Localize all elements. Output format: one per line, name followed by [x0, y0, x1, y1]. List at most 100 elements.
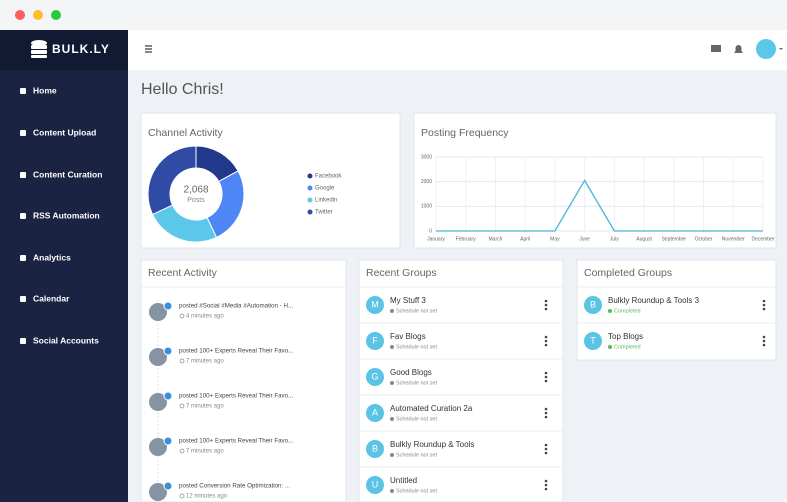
kebab-dot[interactable]: [544, 443, 548, 447]
kebab-dot[interactable]: [544, 303, 548, 307]
x-tick-label: April: [520, 236, 530, 242]
menu-icon[interactable]: [20, 213, 26, 219]
menu-item[interactable]: Calendar: [33, 293, 70, 303]
logo-icon: [31, 40, 47, 58]
card: [358, 259, 564, 502]
menu-icon[interactable]: [20, 172, 26, 178]
kebab-dot[interactable]: [544, 411, 548, 415]
menu-item[interactable]: Home: [33, 85, 57, 95]
kebab-dot[interactable]: [544, 339, 548, 343]
kebab-dot[interactable]: [544, 447, 548, 451]
maximize-dot[interactable]: [51, 10, 61, 20]
group-name[interactable]: Bulkly Roundup & Tools 3: [608, 296, 700, 305]
card-title: Recent Activity: [148, 267, 218, 279]
legend-label: Twitter: [315, 210, 333, 216]
minimize-dot[interactable]: [33, 10, 43, 20]
group-avatar: [366, 440, 384, 458]
activity-time: 12 minutes ago: [186, 494, 228, 500]
status-icon: [390, 381, 394, 385]
status-icon: [608, 309, 612, 313]
group-avatar: [366, 476, 384, 494]
kebab-dot[interactable]: [544, 299, 548, 303]
activity-avatar: [149, 393, 167, 411]
group-name[interactable]: Automated Curation 2a: [390, 404, 473, 413]
kebab-dot[interactable]: [544, 487, 548, 491]
menu-item[interactable]: Analytics: [33, 252, 71, 262]
group-name[interactable]: Bulkly Roundup & Tools: [390, 440, 474, 449]
y-tick-label: 2000: [421, 179, 432, 185]
card: [140, 259, 347, 502]
activity-avatar: [149, 438, 167, 456]
group-initial: M: [371, 299, 379, 309]
group-status: Schedule not set: [396, 452, 437, 458]
activity-time: 7 minutes ago: [186, 404, 224, 410]
user-avatar[interactable]: [756, 39, 776, 59]
kebab-dot[interactable]: [544, 407, 548, 411]
card-title: Recent Groups: [366, 267, 437, 279]
kebab-dot[interactable]: [544, 375, 548, 379]
group-name[interactable]: Good Blogs: [390, 368, 432, 377]
kebab-dot[interactable]: [544, 415, 548, 419]
menu-icon[interactable]: [20, 88, 26, 94]
group-name[interactable]: Fav Blogs: [390, 332, 426, 341]
legend-dot: [307, 185, 313, 191]
activity-badge: [163, 301, 173, 311]
kebab-dot[interactable]: [544, 379, 548, 383]
group-avatar: [584, 296, 602, 314]
group-name[interactable]: Top Blogs: [608, 332, 643, 341]
x-tick-label: December: [751, 236, 774, 242]
kebab-dot[interactable]: [544, 371, 548, 375]
line-series: [436, 179, 763, 232]
menu-item[interactable]: Content Curation: [33, 169, 102, 179]
kebab-dot[interactable]: [762, 343, 766, 347]
legend-label: Linkedin: [315, 198, 337, 204]
menu-icon[interactable]: [20, 255, 26, 261]
close-dot[interactable]: [15, 10, 25, 20]
group-status: Schedule not set: [396, 416, 437, 422]
kebab-dot[interactable]: [544, 335, 548, 339]
kebab-dot[interactable]: [544, 483, 548, 487]
collapse-icon[interactable]: [145, 45, 152, 53]
x-tick-label: March: [489, 236, 503, 242]
mail-icon[interactable]: [711, 45, 721, 52]
group-name[interactable]: Untitled: [390, 476, 417, 485]
kebab-dot[interactable]: [544, 479, 548, 483]
donut-total-label: Posts: [187, 197, 205, 204]
activity-text[interactable]: posted 100+ Experts Reveal Their Favo...: [179, 393, 294, 400]
menu-item[interactable]: RSS Automation: [33, 210, 100, 220]
activity-text[interactable]: posted 100+ Experts Reveal Their Favo...: [179, 438, 294, 445]
group-avatar: [366, 368, 384, 386]
group-status: Schedule not set: [396, 488, 437, 494]
card: [413, 112, 777, 249]
kebab-dot[interactable]: [544, 451, 548, 455]
status-icon: [390, 309, 394, 313]
kebab-dot[interactable]: [544, 343, 548, 347]
menu-icon[interactable]: [20, 338, 26, 344]
group-name[interactable]: My Stuff 3: [390, 296, 426, 305]
y-tick-label: 0: [429, 228, 432, 234]
group-initial: A: [372, 407, 378, 417]
bell-icon[interactable]: [734, 45, 743, 53]
activity-text[interactable]: posted #Social #Media #Automation - H...: [179, 303, 293, 310]
sidebar: [0, 30, 128, 502]
menu-item[interactable]: Content Upload: [33, 127, 96, 137]
menu-icon[interactable]: [20, 130, 26, 136]
kebab-dot[interactable]: [762, 307, 766, 311]
legend-dot: [307, 209, 313, 215]
kebab-dot[interactable]: [544, 307, 548, 311]
kebab-dot[interactable]: [762, 335, 766, 339]
y-tick-label: 1000: [421, 204, 432, 210]
activity-text[interactable]: posted 100+ Experts Reveal Their Favo...: [179, 348, 294, 355]
menu-item[interactable]: Social Accounts: [33, 335, 99, 345]
x-tick-label: May: [550, 236, 560, 242]
kebab-dot[interactable]: [762, 339, 766, 343]
activity-text[interactable]: posted Conversion Rate Optimization: ...: [179, 483, 290, 490]
kebab-dot[interactable]: [762, 303, 766, 307]
activity-badge: [163, 481, 173, 491]
legend-dot: [307, 173, 313, 179]
menu-icon[interactable]: [20, 296, 26, 302]
kebab-dot[interactable]: [762, 299, 766, 303]
clock-icon: [179, 313, 185, 319]
user-caret[interactable]: [779, 48, 783, 50]
